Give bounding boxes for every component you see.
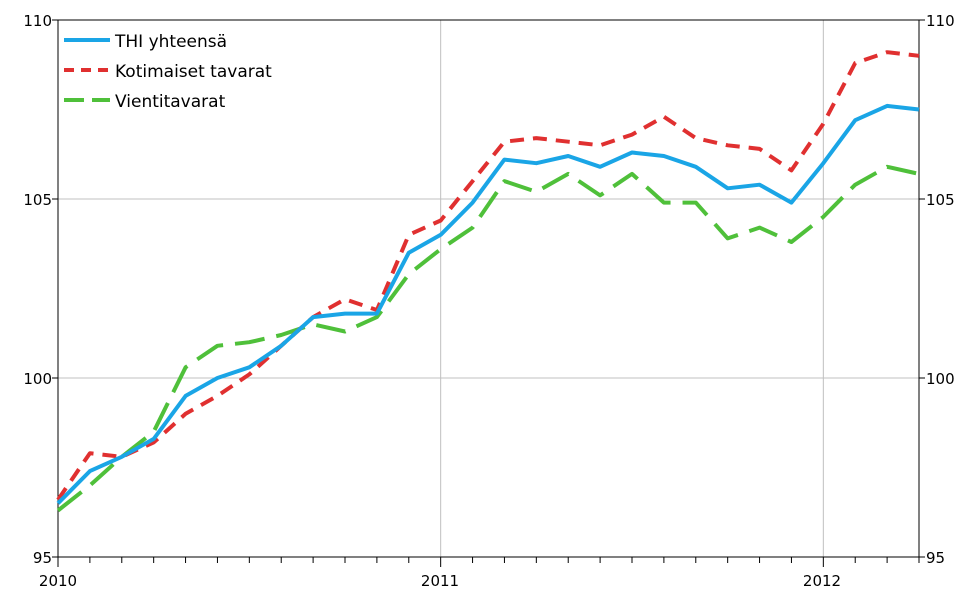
y-tick-label-left: 105	[23, 191, 52, 209]
legend-label-thi: THI yhteensä	[114, 32, 227, 52]
y-tick-label-left: 110	[23, 12, 52, 30]
series-line-2	[56, 164, 920, 513]
x-tick-label: 2011	[421, 572, 459, 590]
x-axis-labels: 2010 2011 2012	[39, 572, 841, 590]
axis-ticks	[52, 19, 925, 567]
y-tick-label-left: 95	[33, 549, 52, 567]
y-tick-label-right: 105	[926, 191, 955, 209]
y-axis-left-labels: 95 100 105 110	[23, 12, 52, 567]
x-tick-label: 2012	[803, 572, 841, 590]
legend-label-vienti: Vientitavarat	[115, 92, 226, 112]
y-tick-label-right: 110	[926, 12, 955, 30]
legend: THI yhteensä Kotimaiset tavarat Vientita…	[64, 32, 272, 112]
series-line-0	[56, 103, 920, 505]
y-axis-right-labels: 95 100 105 110	[926, 12, 955, 567]
x-tick-label: 2010	[39, 572, 77, 590]
plot-frame	[57, 19, 920, 558]
legend-label-kotimaiset: Kotimaiset tavarat	[115, 62, 272, 82]
y-tick-label-right: 100	[926, 370, 955, 388]
grid-lines	[58, 20, 919, 557]
y-tick-label-right: 95	[926, 549, 945, 567]
series-lines	[56, 50, 920, 513]
y-tick-label-left: 100	[23, 370, 52, 388]
series-line-1	[56, 50, 920, 501]
